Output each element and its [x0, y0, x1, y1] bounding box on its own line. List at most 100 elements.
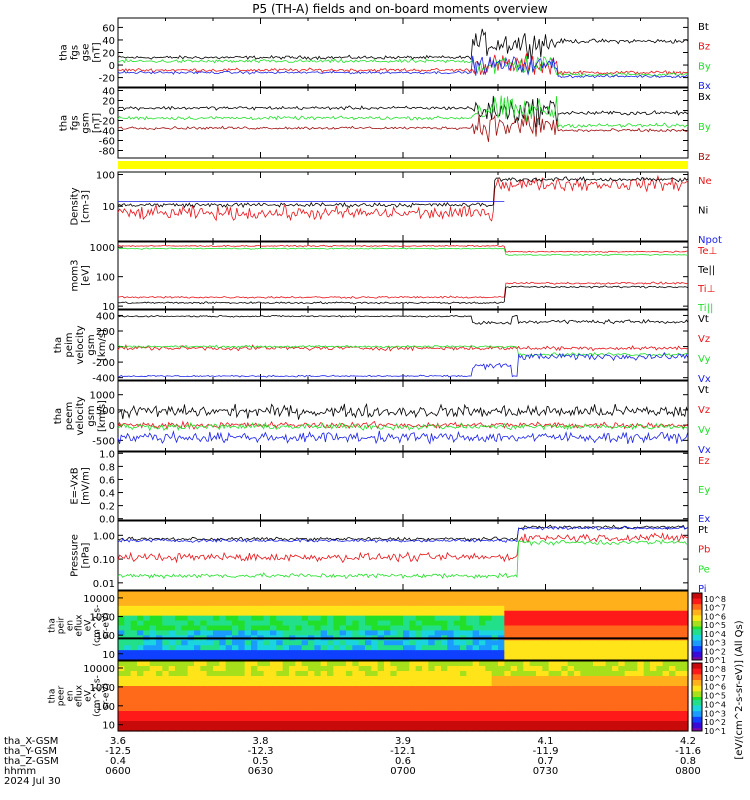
spectrogram-cell: [428, 661, 436, 667]
spectrogram-cell: [181, 620, 189, 627]
spectrogram-cell: [517, 701, 524, 707]
spectrogram-cell: [637, 706, 645, 712]
spectrogram-cell: [618, 681, 626, 687]
spectrogram-cell: [485, 630, 493, 636]
spectrogram-cell: [536, 706, 543, 712]
spectrogram-cell: [466, 666, 474, 672]
x-row-value: -12.1: [390, 746, 416, 757]
spectrogram-cell: [194, 591, 201, 597]
spectrogram-cell: [434, 661, 442, 667]
x-row-value: 0.8: [680, 756, 696, 767]
y-tick-label: 100: [96, 171, 115, 182]
spectrogram-cell: [162, 681, 170, 687]
spectrogram-cell: [498, 661, 505, 667]
spectrogram-cell: [301, 595, 309, 602]
spectrogram-cell: [365, 630, 372, 636]
spectrogram-cell: [118, 645, 125, 651]
spectrogram-cell: [251, 691, 258, 697]
spectrogram-cell: [390, 625, 398, 632]
spectrogram-cell: [422, 721, 429, 727]
spectrogram-cell: [517, 721, 524, 727]
spectrogram-cell: [244, 591, 252, 597]
spectrogram-cell: [238, 681, 246, 687]
spectrogram-cell: [574, 671, 581, 677]
spectrogram-cell: [276, 666, 284, 672]
spectrogram-cell: [168, 721, 176, 727]
spectrogram-cell: [504, 625, 512, 632]
spectrogram-cell: [624, 716, 632, 722]
spectrogram-cell: [536, 666, 543, 672]
spectrogram-cell: [637, 591, 645, 597]
x-row-value: 0.7: [538, 756, 554, 767]
spectrogram-cell: [599, 666, 607, 672]
spectrogram-cell: [168, 625, 176, 632]
spectrogram-cell: [333, 625, 341, 632]
spectrogram-cell: [371, 676, 379, 682]
spectrogram-cell: [599, 701, 607, 707]
spectrogram-cell: [485, 605, 493, 612]
spectrogram-cell: [187, 726, 195, 732]
spectrogram-cell: [384, 610, 391, 617]
spectrogram-cell: [593, 650, 600, 656]
spectrogram-cell: [548, 716, 556, 722]
spectrogram-cell: [491, 605, 499, 612]
spectrogram-cell: [194, 645, 201, 651]
spectrogram-cell: [453, 686, 461, 692]
spectrogram-cell: [472, 655, 480, 661]
y-tick-label: 200: [96, 327, 115, 338]
colorbar-tick: 10^4: [704, 630, 726, 639]
spectrogram-cell: [574, 701, 581, 707]
spectrogram-cell: [428, 696, 436, 702]
spectrogram-cell: [390, 701, 398, 707]
legend-Bx: Bx: [698, 81, 711, 92]
spectrogram-cell: [289, 681, 296, 687]
spectrogram-cell: [371, 696, 379, 702]
spectrogram-cell: [263, 605, 271, 612]
spectrogram-cell: [346, 711, 353, 717]
spectrogram-cell: [593, 655, 600, 661]
spectrogram-cell: [156, 605, 163, 612]
spectrogram-cell: [561, 716, 569, 722]
spectrogram-cell: [536, 676, 543, 682]
spectrogram-cell: [434, 666, 442, 672]
y-tick-label: 0: [109, 421, 115, 432]
spectrogram-cell: [384, 650, 391, 656]
spectrogram-cell: [251, 605, 258, 612]
colorbar-cell: [692, 711, 702, 715]
spectrogram-cell: [276, 691, 284, 697]
spectrogram-cell: [656, 666, 664, 672]
spectrogram-cell: [403, 655, 410, 661]
spectrogram-cell: [662, 591, 670, 597]
spectrogram-cell: [523, 591, 531, 597]
spectrogram-cell: [567, 595, 575, 602]
spectrogram-cell: [130, 630, 138, 636]
spectrogram-cell: [333, 600, 341, 607]
spectrogram-cell: [371, 650, 379, 656]
spectrogram-cell: [289, 610, 296, 617]
spectrogram-cell: [580, 595, 588, 602]
spectrogram-cell: [149, 591, 157, 597]
spectrogram-cell: [523, 625, 531, 632]
colorbar-cell: [692, 708, 702, 712]
spectrogram-cell: [187, 701, 195, 707]
spectrogram-cell: [308, 600, 315, 607]
spectrogram-cell: [232, 711, 239, 717]
spectrogram-cell: [251, 655, 258, 661]
spectrogram-cell: [542, 686, 550, 692]
spectrogram-cell: [396, 701, 404, 707]
spectrogram-cell: [181, 696, 189, 702]
spectrogram-cell: [479, 666, 486, 672]
spectrogram-cell: [225, 600, 233, 607]
spectrogram-cell: [662, 681, 670, 687]
spectrogram-cell: [650, 595, 657, 602]
spectrogram-cell: [529, 681, 537, 687]
spectrogram-cell: [206, 676, 214, 682]
spectrogram-cell: [339, 701, 347, 707]
spectrogram-cell: [365, 676, 372, 682]
spectrogram-cell: [314, 696, 322, 702]
spectrogram-cell: [320, 661, 328, 667]
spectrogram-cell: [130, 595, 138, 602]
spectrogram-cell: [447, 721, 455, 727]
spectrogram-cell: [270, 600, 277, 607]
spectrogram-cell: [662, 716, 670, 722]
